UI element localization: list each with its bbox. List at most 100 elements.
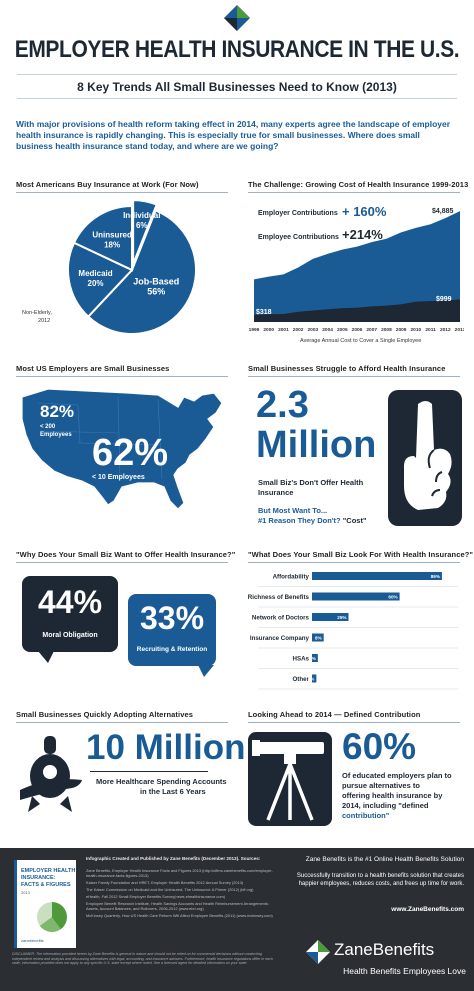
footer-url[interactable]: www.ZaneBenefits.com (391, 906, 464, 913)
pie-section-title: Most Americans Buy Insurance at Work (Fo… (16, 180, 199, 189)
afford-big-million: Million (256, 424, 377, 466)
source-item: Employee Benefit Research Institute, Hea… (86, 901, 269, 911)
pie-value-individual: 6% (136, 221, 148, 230)
x-tick-label: 2011 (425, 327, 436, 333)
afford-line4-b: "Cost" (342, 516, 367, 525)
pie-note-2: 2012 (38, 318, 51, 324)
pie-label-medicaid: Medicaid (78, 269, 112, 278)
bar-value-label: 60% (388, 595, 397, 600)
dc-section-title: Looking Ahead to 2014 — Defined Contribu… (248, 710, 421, 719)
employee-contrib-label: Employee Contributions (258, 234, 339, 241)
alt-line1: More Healthcare Spending Accounts (96, 777, 227, 786)
source-item: Zane Benefits, Employer Health Insurance… (86, 868, 273, 878)
sources-title: Infographic Created and Published by Zan… (86, 856, 261, 861)
why-section-title: "Why Does Your Small Biz Want to Offer H… (16, 550, 236, 559)
afford-big-number: 2.3 (256, 384, 309, 426)
cost-chart-caption: Average Annual Cost to Cover a Single Em… (300, 338, 422, 344)
footer-tagline: Health Benefits Employees Love (343, 966, 466, 976)
speech-bubble-moral: 44% Moral Obligation (22, 576, 118, 652)
ebook-chart-icon (37, 902, 67, 932)
value-label-999: $999 (436, 296, 452, 303)
alt-section-title: Small Businesses Quickly Adopting Altern… (16, 710, 194, 719)
afford-line4-a: #1 Reason They Don't? (258, 516, 341, 525)
bar-category-label: Insurance Company (250, 635, 310, 642)
sources-list: Zane Benefits, Employer Health Insurance… (86, 868, 276, 918)
bar-value-label: 25% (337, 615, 346, 620)
look-section-title: "What Does Your Small Biz Look For With … (248, 550, 474, 559)
pie-label-individual: Individual (123, 211, 160, 220)
pie-slice-uninsured (72, 204, 133, 272)
x-tick-label: 2009 (396, 327, 407, 333)
ebook-title-1: EMPLOYER HEALTH (21, 868, 76, 874)
afford-line2: Insurance (258, 488, 294, 497)
speech-bubble-tail (38, 651, 54, 663)
footer-logo-mark (306, 940, 330, 964)
rocket-planet-icon (18, 732, 84, 816)
disclaimer: DISCLAIMER: The information provided her… (12, 952, 273, 966)
ebook-cover: EMPLOYER HEALTH INSURANCE: FACTS & FIGUR… (14, 860, 76, 948)
x-tick-label: 2007 (366, 327, 377, 333)
pie-label-job-based: Job-Based (133, 276, 179, 286)
value-label-318: $318 (256, 309, 272, 316)
map-pct-62: 62% (92, 432, 169, 474)
x-tick-label: 2012 (440, 327, 451, 333)
bar (312, 654, 318, 662)
ebook-title-2: INSURANCE: (21, 875, 56, 881)
source-item: eHealth, Fall 2012 Small Employer Benefi… (86, 894, 226, 899)
footer-logo-name: ZaneBenefits (334, 940, 435, 959)
pie-value-job-based: 56% (147, 286, 165, 296)
ebook-brand: zanebenefits (21, 938, 44, 943)
dc-line2: pursue alternatives to (342, 781, 420, 790)
bar-category-label: Other (292, 676, 309, 683)
page-title: EMPLOYER HEALTH INSURANCE IN THE U.S. (14, 36, 460, 63)
x-tick-label: 2005 (337, 327, 348, 333)
source-item: McKinsey Quarterly, How US Health Care R… (86, 913, 273, 918)
intro-text: With major provisions of health reform t… (16, 119, 451, 151)
bar (312, 592, 400, 601)
bar-category-label: Affordability (273, 574, 310, 581)
alt-big-number: 10 Million (86, 728, 246, 767)
x-tick-label: 2008 (381, 327, 392, 333)
pie-slice-job-based (86, 209, 197, 335)
area-employer-contributions (254, 211, 460, 322)
employee-contrib-pct: +214% (342, 227, 383, 242)
cost-area-chart: 1999 2000 2001 2002 2003 2004 2005 2006 2007 2008… (249, 211, 464, 333)
page-subtitle: 8 Key Trends All Small Businesses Need t… (77, 80, 397, 94)
value-label-4885: $4,885 (432, 208, 454, 215)
bar-value-label: 4% (309, 656, 316, 661)
x-tick-label: 1999 (249, 327, 260, 333)
footer-right-body: Successfully transition to a health bene… (296, 873, 464, 887)
dc-line4: 2014, including "defined (342, 801, 429, 810)
dc-pct: 60% (342, 726, 417, 767)
pie-label-uninsured: Uninsured (92, 231, 132, 240)
x-tick-label: 2006 (352, 327, 363, 333)
why-pct-44: 44% (37, 584, 103, 620)
source-item: The Kaiser Commission on Medicaid and th… (86, 887, 254, 892)
value-label-1878: $1,878 (256, 270, 278, 277)
pie-note-1: Non-Elderly, (22, 310, 52, 316)
bar-value-label: 89% (431, 574, 440, 579)
look-bar-chart: Affordability 89% Richness of Benefits 60% N… (248, 572, 458, 690)
x-tick-label: 2010 (411, 327, 422, 333)
bar-value-label: 8% (315, 636, 322, 641)
finger-hand-icon (388, 390, 462, 526)
footer-right-title: Zane Benefits is the #1 Online Health Be… (305, 856, 464, 863)
ebook-year: 2013 (21, 890, 30, 895)
cost-section-title: The Challenge: Growing Cost of Health In… (248, 180, 469, 189)
bar (312, 633, 324, 642)
afford-line1: Small Biz's Don't Offer Health (258, 478, 364, 487)
map-pct-82: 82% (40, 402, 75, 421)
why-pct-33: 33% (139, 600, 205, 636)
map-pct-82-line2: Employees (40, 432, 72, 438)
pie-slice-individual (132, 199, 158, 265)
bar-category-label: HSAs (292, 656, 309, 663)
speech-bubble-tail (198, 665, 214, 677)
area-employee-contributions (254, 299, 460, 322)
map-section-title: Most US Employers are Small Businesses (16, 364, 170, 373)
bar-category-label: Network of Doctors (252, 615, 310, 622)
employer-contrib-label: Employer Contributions (258, 210, 338, 217)
bar-category-label: Richness of Benefits (248, 594, 310, 601)
map-pct-62-label: < 10 Employees (92, 474, 145, 481)
footer: EMPLOYER HEALTH INSURANCE: FACTS & FIGUR… (0, 848, 474, 991)
